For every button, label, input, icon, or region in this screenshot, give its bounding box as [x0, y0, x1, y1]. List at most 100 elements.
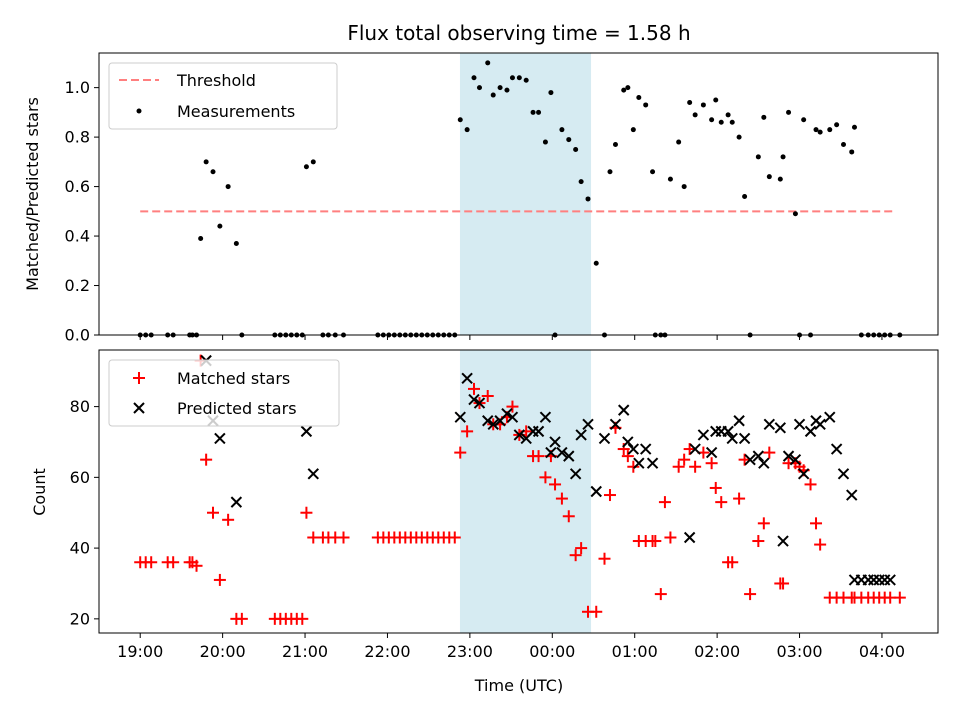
matched-star-point: [562, 510, 575, 523]
measurement-point: [801, 117, 807, 123]
predicted-star-point: [884, 574, 896, 586]
matched-star-point: [222, 513, 235, 526]
measurement-point: [578, 179, 584, 185]
matched-star-point: [658, 496, 671, 509]
measurement-point: [643, 102, 649, 108]
measurement-point: [530, 109, 536, 115]
y-tick-label: 0.6: [65, 177, 90, 196]
predicted-star-point: [307, 468, 319, 480]
predicted-star-point: [683, 531, 696, 544]
predicted-star-point: [758, 457, 770, 469]
measurement-point: [509, 75, 515, 81]
measurement-point: [636, 95, 642, 101]
x-tick-label: 23:00: [447, 642, 493, 661]
predicted-star-point: [609, 418, 622, 430]
measurement-point: [504, 87, 510, 93]
matched-star-point: [752, 535, 765, 548]
x-tick-label: 02:00: [694, 642, 740, 661]
matched-star-point: [621, 450, 634, 463]
matched-star-point: [893, 591, 906, 604]
predicted-star-point: [468, 393, 480, 406]
x-tick-label: 22:00: [364, 642, 410, 661]
bottom-y-ticks: 20 40 60 80: [70, 397, 99, 628]
x-tick-label: 21:00: [282, 642, 328, 661]
matched-star-point: [814, 538, 827, 551]
predicted-star-point: [824, 411, 836, 423]
predicted-star-point: [752, 450, 765, 462]
measurement-point: [612, 142, 618, 148]
bottom-panel: 20 40 60 80 19:00 20:00 21:00 22:00 23:00 00:00 0…: [30, 349, 939, 695]
measurement-point: [687, 99, 693, 105]
predicted-star-point: [705, 446, 718, 459]
measurement-point: [457, 117, 463, 123]
predicted-star-point: [545, 446, 557, 459]
matched-star-point: [555, 492, 568, 505]
matched-star-point: [757, 517, 770, 530]
measurement-point: [729, 119, 735, 125]
bottom-legend: Matched stars Predicted stars: [108, 359, 340, 427]
predicted-star-point: [622, 436, 634, 448]
predicted-star-point: [582, 418, 594, 430]
matched-star-point: [539, 471, 552, 484]
predicted-star-point: [461, 372, 473, 385]
x-tick-label: 04:00: [859, 642, 905, 661]
y-tick-label: 60: [70, 468, 90, 487]
y-tick-label: 20: [70, 609, 90, 628]
measurement-point: [817, 129, 823, 135]
predicted-star-point: [214, 432, 226, 445]
highlight-span: [459, 350, 592, 633]
matched-star-point: [683, 443, 696, 456]
top-y-ticks: 0.0 0.2 0.4 0.6 0.8 1.0: [65, 78, 99, 345]
measurement-point: [742, 193, 748, 199]
measurement-point: [625, 85, 631, 91]
predicted-star-point: [793, 418, 806, 430]
predicted-star-point: [482, 415, 494, 427]
predicted-star-point: [837, 468, 850, 480]
measurement-point: [497, 85, 503, 91]
measurement-point: [516, 75, 522, 81]
predicted-star-point: [230, 496, 243, 508]
measurement-point: [303, 164, 309, 170]
y-tick-label: 0.2: [65, 276, 90, 295]
predicted-star-point: [697, 429, 710, 441]
legend-matched-swatch: [133, 372, 145, 384]
predicted-star-point: [590, 485, 602, 498]
x-axis-label: Time (UTC): [474, 676, 563, 695]
predicted-star-point: [618, 404, 630, 416]
matched-star-point: [744, 588, 757, 601]
measurement-point: [755, 154, 761, 160]
chart-title: Flux total observing time = 1.58 h: [347, 21, 690, 45]
legend-measurements-swatch: [136, 108, 142, 114]
matched-star-point: [726, 556, 739, 569]
x-tick-label: 03:00: [776, 642, 822, 661]
matched-star-point: [300, 506, 313, 519]
measurement-point: [621, 87, 627, 93]
predicted-star-point: [782, 450, 795, 462]
matched-star-point: [654, 588, 667, 601]
measurement-point: [709, 117, 715, 123]
matched-star-point: [235, 612, 248, 625]
predicted-star-point: [744, 453, 756, 466]
measurement-point: [203, 159, 209, 165]
predicted-star-point: [726, 432, 738, 445]
matched-star-point: [481, 389, 494, 402]
matched-star-point: [689, 460, 702, 473]
measurement-point: [593, 260, 599, 266]
predicted-star-point: [830, 443, 843, 455]
measurement-point: [548, 90, 554, 96]
measurement-point: [849, 149, 855, 155]
top-legend: Threshold Measurements: [108, 62, 338, 130]
measurement-point: [471, 75, 477, 81]
predicted-star-point: [733, 415, 745, 427]
predicted-star-point: [804, 425, 817, 438]
measurement-point: [559, 127, 565, 133]
measurement-point: [777, 176, 783, 182]
x-tick-label: 19:00: [117, 642, 163, 661]
measurement-point: [834, 122, 840, 128]
predicted-star-point: [639, 443, 652, 455]
y-tick-label: 1.0: [65, 78, 90, 97]
matched-star-point: [705, 457, 718, 470]
predicted-star-point: [569, 468, 582, 480]
matched-star-point: [461, 425, 474, 438]
